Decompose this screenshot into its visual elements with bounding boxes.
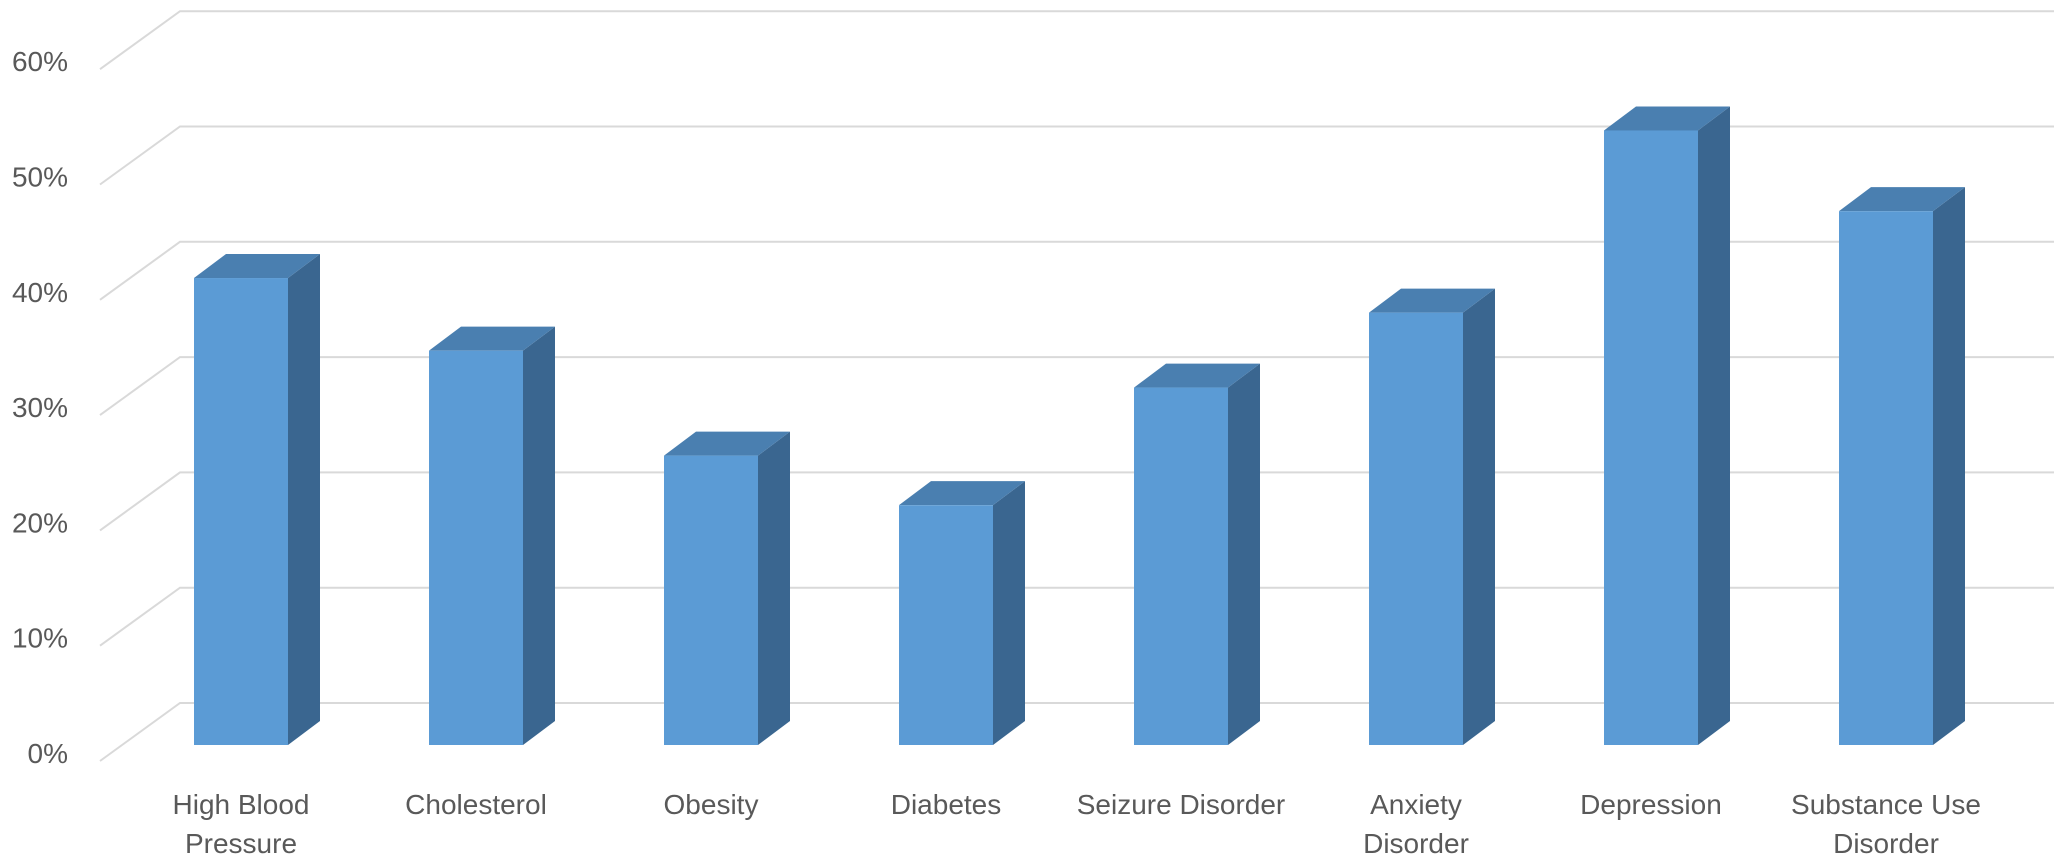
gridline	[99, 10, 2054, 71]
gridline	[99, 586, 2054, 647]
bar	[194, 254, 320, 745]
bar-front	[194, 278, 288, 745]
bar-side	[1463, 288, 1495, 745]
x-tick-label: Diabetes	[891, 789, 1002, 820]
bar-top	[1369, 288, 1495, 313]
y-tick-label: 20%	[12, 507, 68, 538]
bar	[899, 481, 1025, 745]
bar-front	[429, 350, 523, 745]
bar-front	[1604, 130, 1698, 746]
bar	[1604, 106, 1730, 746]
x-tick-label: Obesity	[664, 789, 759, 820]
bar-side	[993, 481, 1025, 745]
x-axis-ticks: High Blood Pressure Cholesterol Obesity Diab…	[173, 789, 1981, 859]
gridline	[99, 240, 2054, 301]
y-tick-label: 40%	[12, 277, 68, 308]
gridlines	[99, 10, 2054, 762]
bar	[664, 431, 790, 745]
bar-top	[429, 326, 555, 351]
bar-front	[1839, 211, 1933, 745]
bar	[429, 326, 555, 745]
bar-side	[1698, 106, 1730, 746]
bar-side	[523, 326, 555, 745]
bar-side	[1933, 187, 1965, 745]
x-tick-label: Anxiety Disorder	[1363, 789, 1469, 859]
bars	[194, 106, 1965, 746]
y-tick-label: 50%	[12, 162, 68, 193]
bar-top	[664, 431, 790, 456]
bar-front	[664, 455, 758, 745]
y-tick-label: 30%	[12, 392, 68, 423]
bar-front	[1369, 312, 1463, 745]
x-tick-label: Seizure Disorder	[1077, 789, 1286, 820]
x-tick-label: Depression	[1580, 789, 1722, 820]
bar-top	[899, 481, 1025, 506]
y-axis-ticks: 0% 10% 20% 30% 40% 50% 60%	[12, 46, 68, 769]
bar-front	[899, 505, 993, 745]
bar-side	[1228, 363, 1260, 745]
bar-top	[194, 254, 320, 279]
bar-side	[758, 431, 790, 745]
x-tick-label: Cholesterol	[405, 789, 547, 820]
bar-top	[1134, 363, 1260, 388]
x-tick-label: High Blood Pressure	[173, 789, 310, 859]
bar	[1134, 363, 1260, 745]
gridline	[99, 702, 2054, 762]
y-tick-label: 0%	[28, 738, 68, 769]
bar-side	[288, 254, 320, 745]
x-tick-label: Substance Use Disorder	[1791, 789, 1981, 859]
y-tick-label: 60%	[12, 46, 68, 77]
gridline	[99, 356, 2054, 416]
y-tick-label: 10%	[12, 623, 68, 654]
bar-front	[1134, 387, 1228, 745]
bar-top	[1839, 187, 1965, 212]
bar	[1839, 187, 1965, 745]
gridline	[99, 125, 2054, 186]
gridline	[99, 471, 2054, 532]
bar	[1369, 288, 1495, 745]
bar-top	[1604, 106, 1730, 131]
